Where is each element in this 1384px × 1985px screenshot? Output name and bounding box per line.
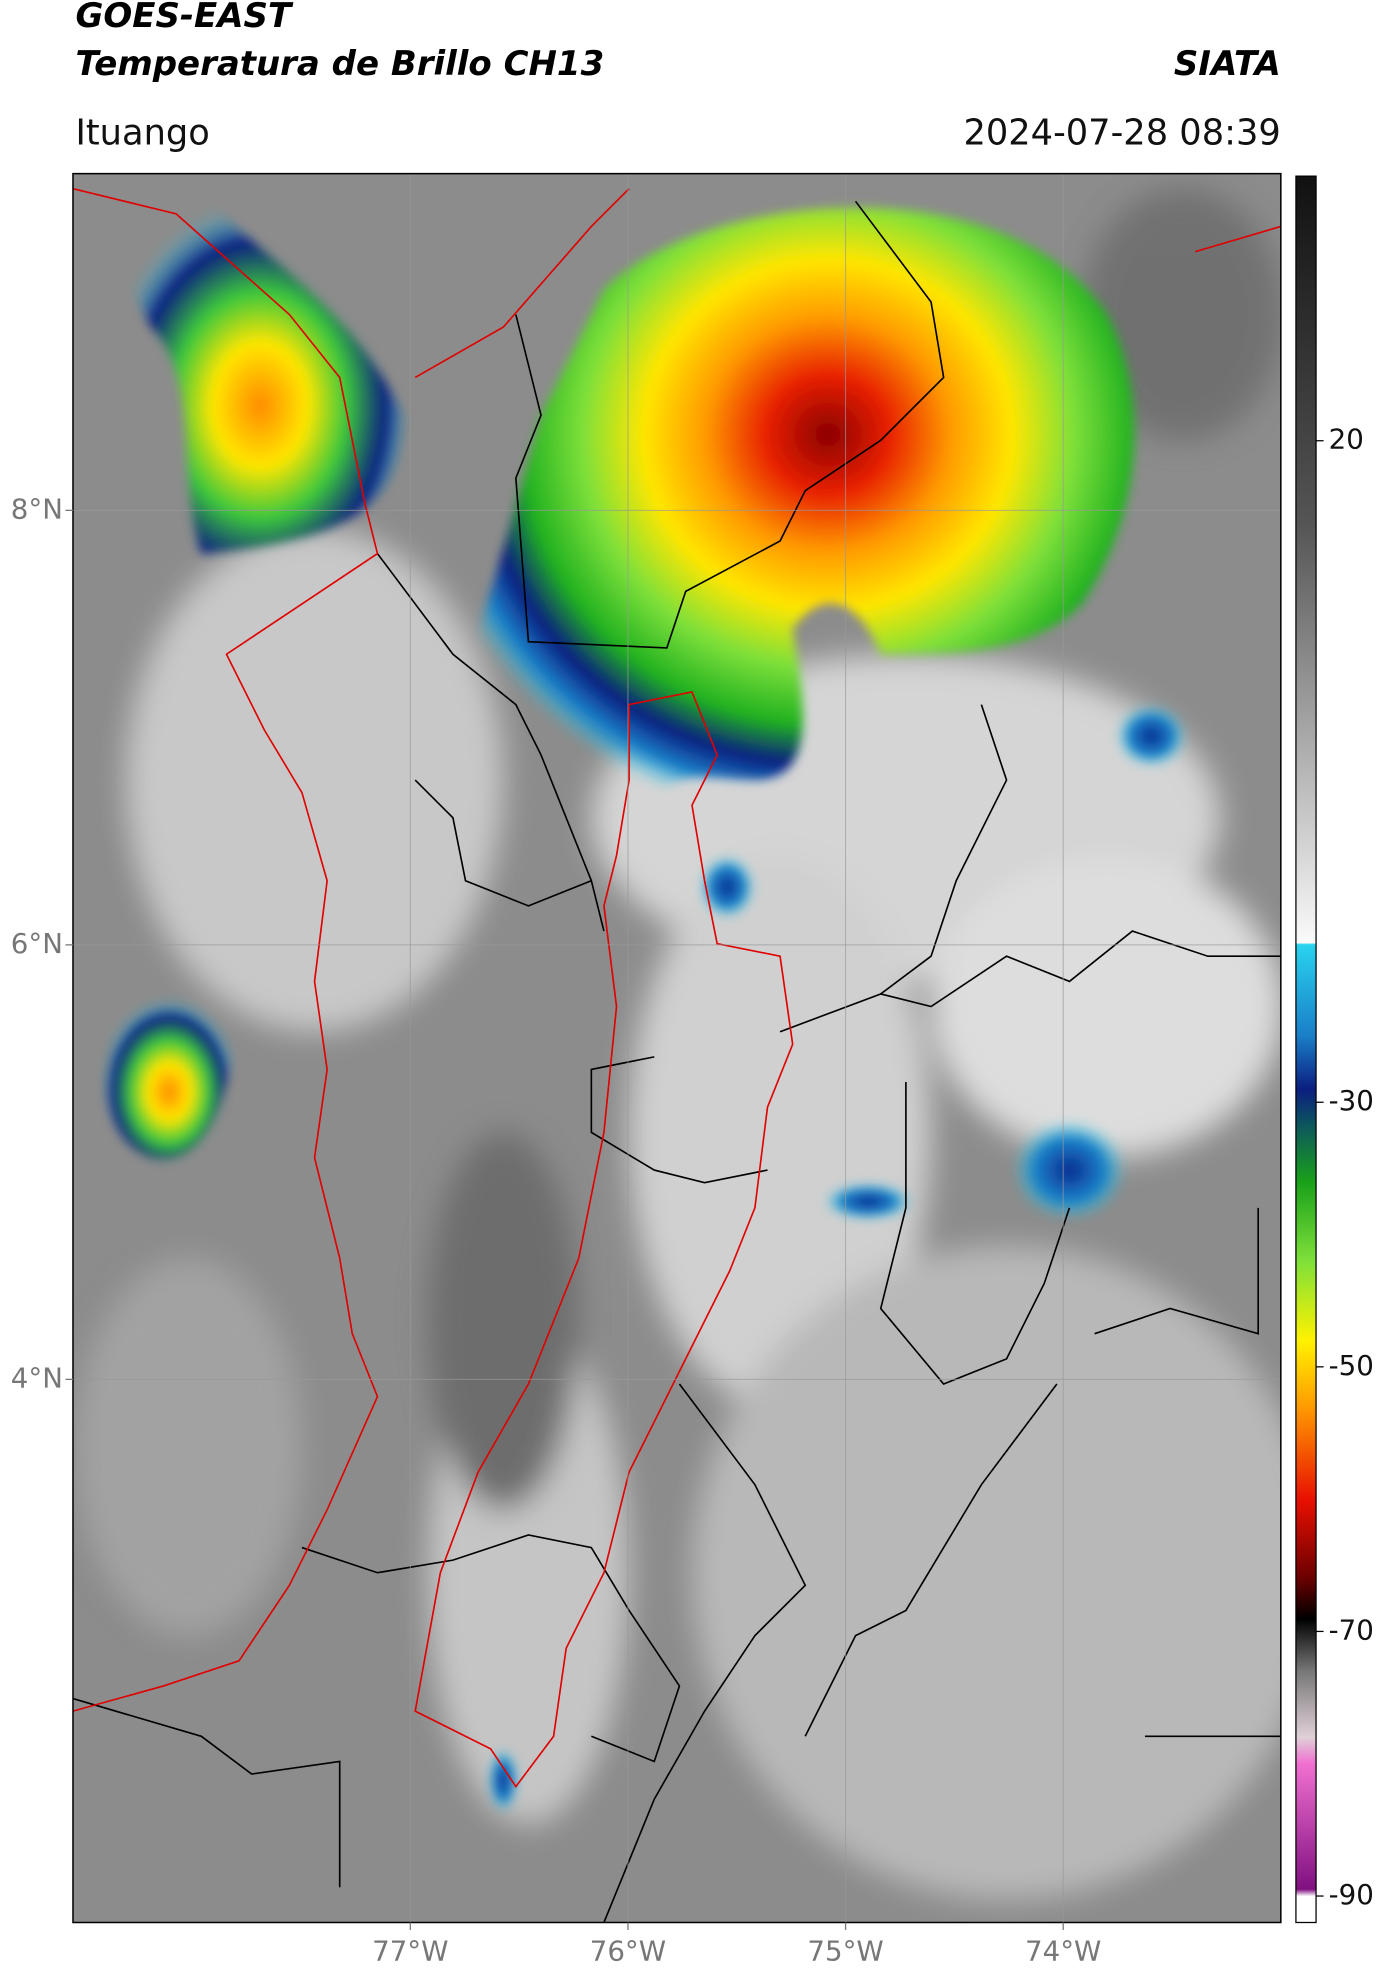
- colorbar-tick-label: -70: [1329, 1613, 1374, 1646]
- y-tick-label: 8°N: [11, 492, 63, 525]
- datetime: 2024-07-28 08:39: [963, 113, 1280, 154]
- x-tick-label: 76°W: [590, 1935, 666, 1968]
- colorbar-tick-label: -30: [1329, 1084, 1374, 1117]
- map-frame: [72, 172, 1282, 1924]
- y-tick-label: 4°N: [11, 1361, 63, 1394]
- x-tick-label: 77°W: [372, 1935, 448, 1968]
- colorbar-tick-label: -50: [1329, 1349, 1374, 1382]
- title: GOES-EAST: [75, 0, 293, 36]
- subtitle: Temperatura de Brillo CH13: [75, 44, 604, 84]
- location: Ituango: [75, 113, 209, 154]
- x-tick-label: 75°W: [807, 1935, 883, 1968]
- y-tick-label: 6°N: [11, 927, 63, 960]
- colorbar: [1295, 175, 1317, 1924]
- grid: [72, 173, 1281, 1923]
- colorbar-tick-label: -90: [1329, 1878, 1374, 1911]
- satellite-image: [72, 173, 1281, 1923]
- source: SIATA: [1174, 44, 1281, 84]
- x-tick-label: 74°W: [1025, 1935, 1101, 1968]
- colorbar-tick-label: 20: [1329, 423, 1364, 456]
